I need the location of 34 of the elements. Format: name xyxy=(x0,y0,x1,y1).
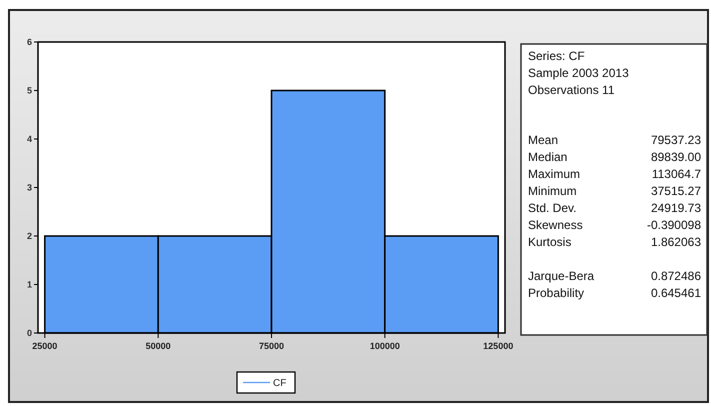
text: Kurtosis xyxy=(528,235,572,249)
text: Skewness xyxy=(528,218,583,232)
text: 89839.00 xyxy=(650,150,702,164)
text: 1.862063 xyxy=(650,235,702,249)
text: Sample 2003 2013 xyxy=(528,66,630,80)
text: Median xyxy=(528,150,568,164)
y-tick-label: 5 xyxy=(26,86,32,96)
text: 113064.7 xyxy=(652,167,702,181)
y-tick-label: 0 xyxy=(26,328,32,338)
x-tick-label: 75000 xyxy=(258,341,284,351)
y-tick-label: 1 xyxy=(26,280,32,290)
text: Series: CF xyxy=(528,49,585,63)
text: 0.645461 xyxy=(650,286,702,300)
x-tick-label: 50000 xyxy=(146,341,171,351)
text: Jarque-Bera xyxy=(528,269,594,283)
text: Mean xyxy=(528,133,558,147)
text: Observations 11 xyxy=(528,83,615,97)
text: 37515.27 xyxy=(650,184,702,198)
text: Minimum xyxy=(528,184,577,198)
x-tick-label: 125000 xyxy=(483,341,514,351)
text: 0.872486 xyxy=(650,269,702,283)
x-tick-label: 25000 xyxy=(32,341,58,351)
text: Maximum xyxy=(528,167,580,181)
y-tick-label: 2 xyxy=(26,231,32,242)
y-tick-label: 3 xyxy=(26,182,32,193)
text: 79537.23 xyxy=(650,133,702,147)
text: -0.390098 xyxy=(646,218,702,232)
text: Probability xyxy=(528,286,584,300)
y-tick-label: 6 xyxy=(26,37,32,48)
x-tick-label: 100000 xyxy=(370,341,400,351)
y-tick-label: 4 xyxy=(26,134,32,144)
text: 24919.73 xyxy=(650,201,702,215)
legend-label: CF xyxy=(273,378,286,389)
text: Std. Dev. xyxy=(528,201,576,215)
